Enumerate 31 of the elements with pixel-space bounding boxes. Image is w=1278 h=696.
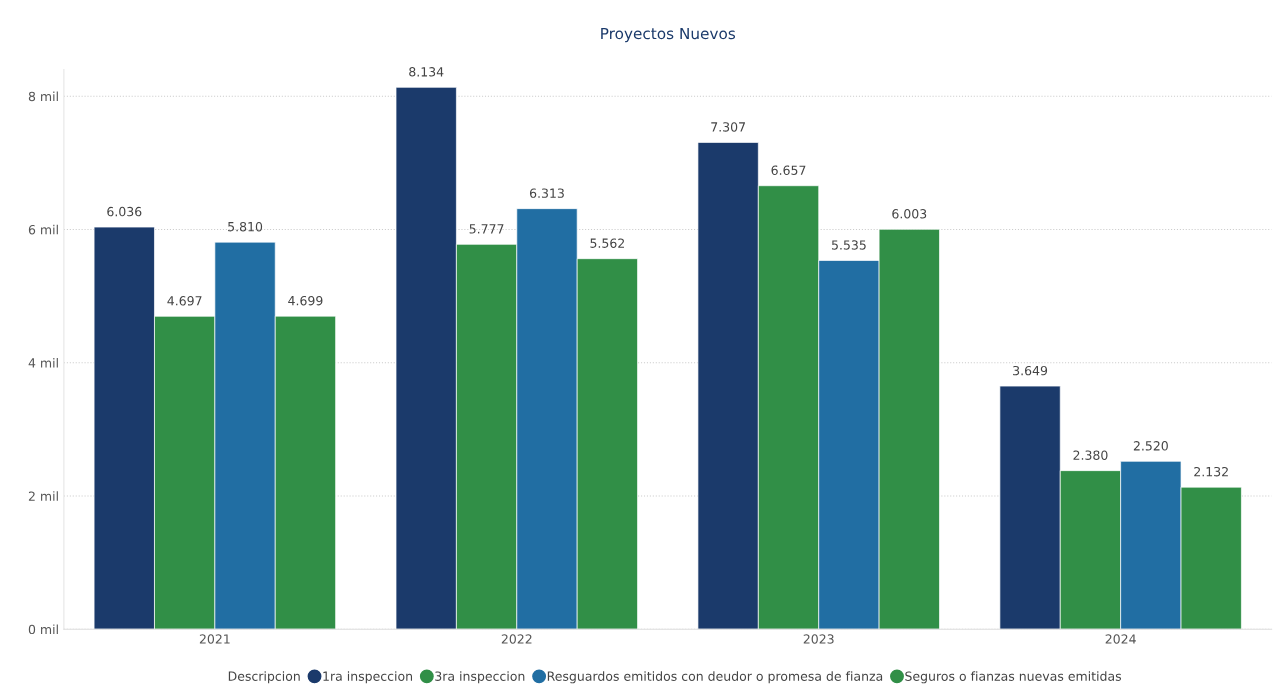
x-tick-label: 2021 bbox=[199, 634, 230, 644]
legend-label: Seguros o fianzas nuevas emitidas bbox=[905, 671, 1122, 684]
x-tick-label: 2023 bbox=[803, 634, 834, 644]
data-label: 6.036 bbox=[107, 206, 142, 217]
data-label: 5.535 bbox=[831, 240, 866, 250]
data-label: 5.810 bbox=[228, 221, 263, 232]
y-tick-label: 8 mil bbox=[28, 91, 58, 102]
data-label: 5.562 bbox=[590, 238, 625, 248]
data-label: 4.697 bbox=[167, 296, 202, 306]
data-label: 6.657 bbox=[771, 165, 806, 175]
x-tick-label: 2022 bbox=[501, 634, 532, 644]
data-label: 4.699 bbox=[288, 295, 323, 306]
data-label: 2.380 bbox=[1073, 450, 1108, 460]
legend-label: 1ra inspeccion bbox=[323, 671, 413, 684]
chart-title: Proyectos Nuevos bbox=[601, 27, 736, 43]
y-tick-label: 6 mil bbox=[28, 224, 58, 235]
data-label: 8.134 bbox=[409, 67, 444, 77]
x-tick-label: 2024 bbox=[1105, 634, 1136, 644]
legend-label: 3ra inspeccion bbox=[435, 671, 525, 684]
legend-label: Resguardos emitidos con deudor o promesa de fianza bbox=[547, 671, 883, 684]
data-label: 2.132 bbox=[1194, 466, 1228, 477]
data-label: 7.307 bbox=[711, 122, 745, 132]
data-label: 3.649 bbox=[1013, 365, 1048, 376]
data-label: 6.313 bbox=[529, 188, 564, 198]
y-tick-label: 2 mil bbox=[28, 491, 58, 501]
y-tick-label: 4 mil bbox=[28, 357, 58, 368]
data-label: 5.777 bbox=[469, 224, 504, 234]
legend-title: Descripcion bbox=[228, 671, 300, 684]
data-label: 2.520 bbox=[1133, 441, 1168, 451]
data-label: 6.003 bbox=[892, 209, 927, 219]
y-tick-label: 0 mil bbox=[28, 624, 58, 635]
